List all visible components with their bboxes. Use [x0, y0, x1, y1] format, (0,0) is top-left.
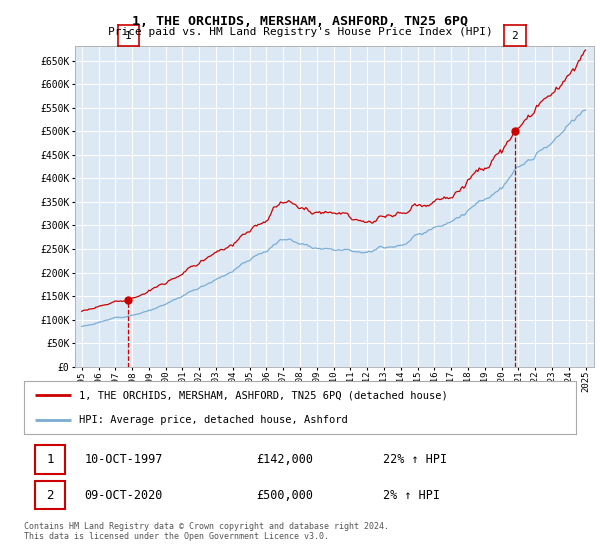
Text: 10-OCT-1997: 10-OCT-1997 — [85, 453, 163, 466]
Text: £500,000: £500,000 — [256, 489, 313, 502]
Text: HPI: Average price, detached house, Ashford: HPI: Average price, detached house, Ashf… — [79, 414, 348, 424]
Text: 2: 2 — [511, 31, 518, 41]
Text: Price paid vs. HM Land Registry's House Price Index (HPI): Price paid vs. HM Land Registry's House … — [107, 27, 493, 37]
Text: 1: 1 — [125, 31, 132, 41]
FancyBboxPatch shape — [35, 445, 65, 474]
Text: Contains HM Land Registry data © Crown copyright and database right 2024.
This d: Contains HM Land Registry data © Crown c… — [24, 522, 389, 542]
Text: £142,000: £142,000 — [256, 453, 313, 466]
Text: 2% ↑ HPI: 2% ↑ HPI — [383, 489, 440, 502]
Text: 1, THE ORCHIDS, MERSHAM, ASHFORD, TN25 6PQ (detached house): 1, THE ORCHIDS, MERSHAM, ASHFORD, TN25 6… — [79, 390, 448, 400]
Text: 22% ↑ HPI: 22% ↑ HPI — [383, 453, 447, 466]
Text: 2: 2 — [46, 489, 54, 502]
Text: 1, THE ORCHIDS, MERSHAM, ASHFORD, TN25 6PQ: 1, THE ORCHIDS, MERSHAM, ASHFORD, TN25 6… — [132, 15, 468, 28]
FancyBboxPatch shape — [35, 481, 65, 510]
Text: 09-OCT-2020: 09-OCT-2020 — [85, 489, 163, 502]
Text: 1: 1 — [46, 453, 54, 466]
